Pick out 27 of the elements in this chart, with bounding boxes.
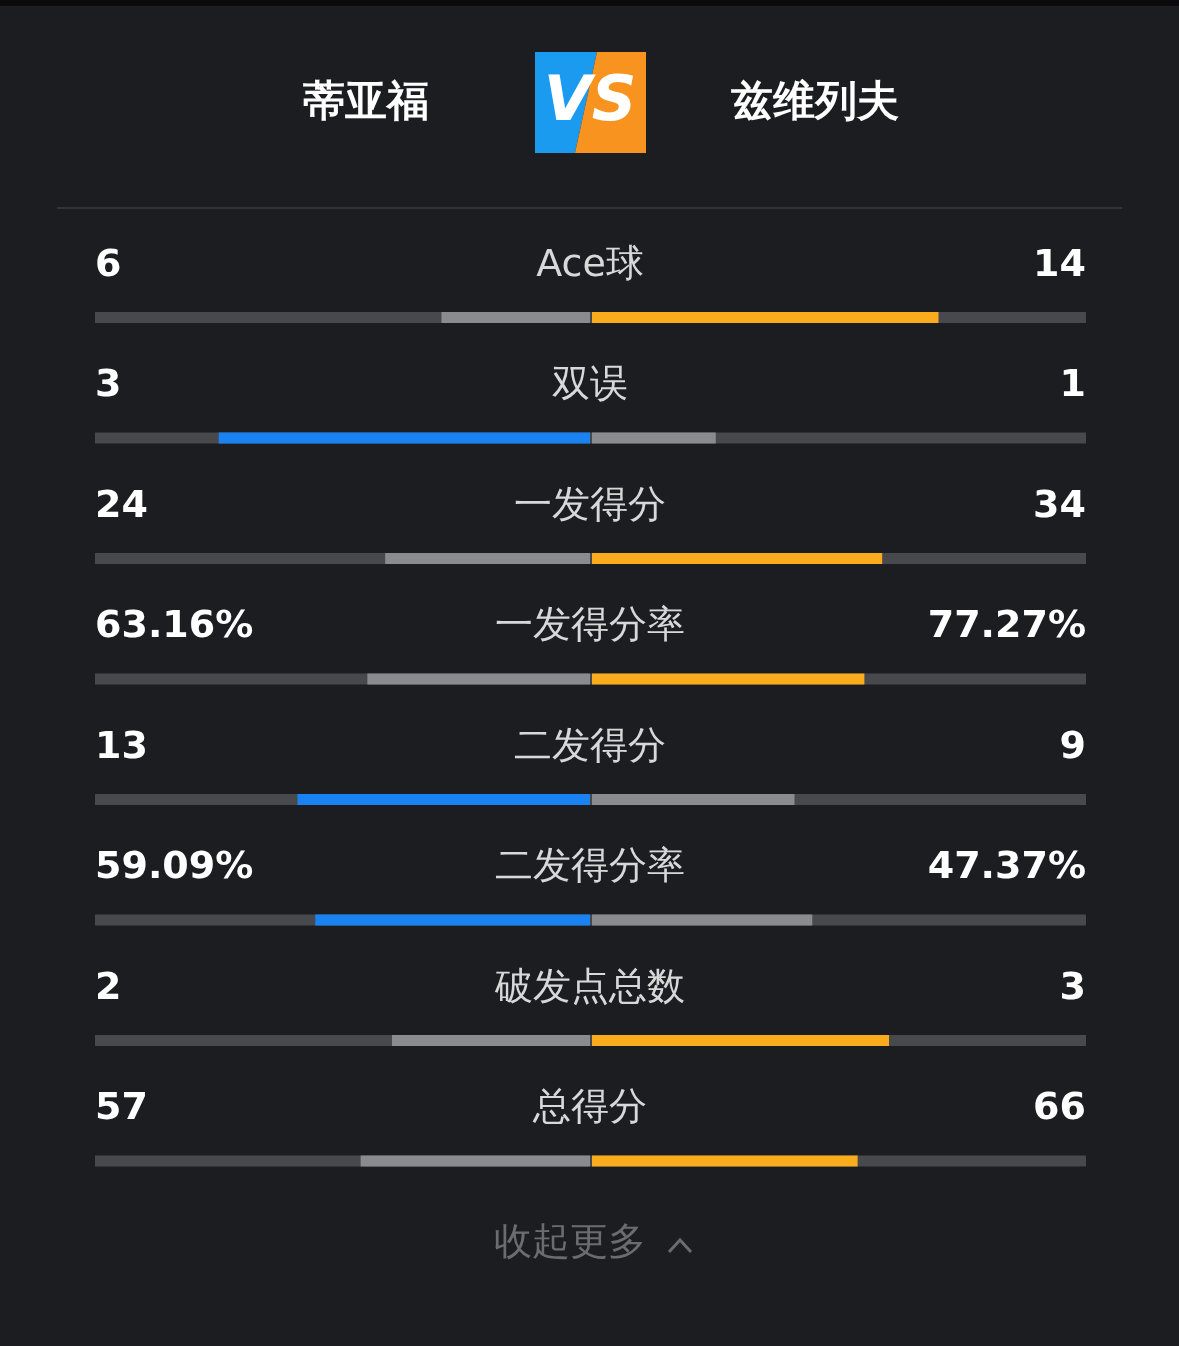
data-label: 34: [1033, 481, 1086, 526]
data-label: 14: [1033, 240, 1086, 285]
data-label: 66: [1033, 1084, 1086, 1128]
text: 蒂亚福: [303, 75, 429, 125]
data-label: 24: [95, 481, 148, 526]
data-label: 77.27%: [927, 602, 1086, 646]
category-label: 双误: [552, 361, 628, 405]
category-label: 一发得分: [514, 481, 666, 526]
category-label: 破发点总数: [494, 963, 685, 1008]
text: 收起更多: [494, 1218, 646, 1263]
data-label: 47.37%: [927, 843, 1086, 887]
data-label: 3: [95, 361, 122, 405]
category-label: 总得分: [532, 1084, 647, 1128]
data-label: 6: [95, 240, 122, 285]
data-label: 3: [1059, 963, 1086, 1008]
data-label: 1: [1059, 361, 1086, 405]
category-label: Ace球: [536, 240, 644, 285]
category-label: 二发得分: [514, 722, 666, 767]
data-label: 9: [1059, 722, 1086, 767]
data-label: 63.16%: [95, 602, 254, 646]
data-label: 13: [95, 722, 148, 767]
category-label: 一发得分率: [495, 602, 685, 646]
data-label: 57: [95, 1084, 148, 1128]
category-label: 二发得分率: [495, 843, 685, 887]
data-label: 59.09%: [95, 843, 254, 887]
text: 兹维列夫: [731, 75, 899, 125]
data-label: 2: [95, 963, 122, 1008]
